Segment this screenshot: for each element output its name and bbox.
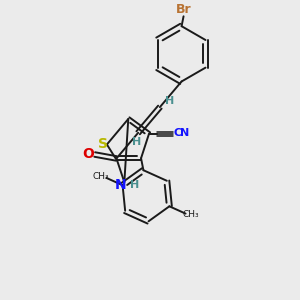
Text: CH₃: CH₃: [183, 210, 199, 219]
Text: H: H: [130, 180, 139, 190]
Text: N: N: [180, 128, 189, 138]
Text: CH₃: CH₃: [93, 172, 109, 181]
Text: S: S: [98, 137, 108, 152]
Text: C: C: [173, 128, 181, 138]
Text: H: H: [132, 137, 141, 147]
Text: O: O: [82, 146, 94, 161]
Text: Br: Br: [176, 3, 191, 16]
Text: N: N: [115, 178, 126, 192]
Text: H: H: [165, 96, 174, 106]
